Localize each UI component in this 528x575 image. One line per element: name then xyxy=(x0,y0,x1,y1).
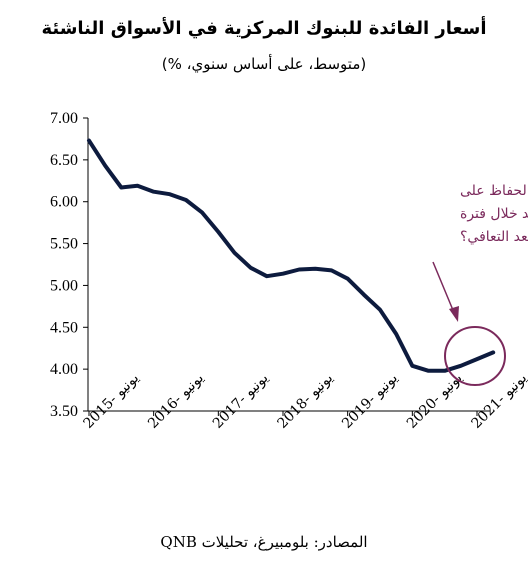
x-tick-label: يونيو -2019 xyxy=(339,370,401,432)
source-note: المصادر: بلومبيرغ، تحليلات QNB xyxy=(160,533,368,551)
y-tick-label: 6.00 xyxy=(50,194,78,211)
x-tick-label: يونيو -2021 xyxy=(469,370,528,432)
y-tick-label: 5.00 xyxy=(50,277,78,294)
annotation-line: التشديد خلال فترة xyxy=(460,206,528,222)
y-tick-label: 3.50 xyxy=(50,403,78,420)
chart-subtitle: (متوسط، على أساس سنوي، %) xyxy=(161,55,367,73)
annotation-arrow xyxy=(432,261,456,316)
y-tick-label: 7.00 xyxy=(50,110,78,127)
series-line xyxy=(87,138,496,373)
x-tick-label: يونيو -2016 xyxy=(145,370,207,432)
y-axis-ticks: 7.00 6.50 6.00 5.50 5.00 4.50 4.00 3.50 xyxy=(50,110,88,420)
annotation-text: بدء الحفاظ على التشديد خلال فترة ما بعد ال… xyxy=(460,183,528,245)
y-tick-label: 6.50 xyxy=(50,152,78,169)
x-tick-label: يونيو -2015 xyxy=(81,370,143,432)
chart-axes xyxy=(87,118,490,412)
x-tick-label: يونيو -2018 xyxy=(275,370,337,432)
annotation-line: بدء الحفاظ على xyxy=(460,183,528,199)
annotation-line: ما بعد التعافي؟ xyxy=(460,229,528,245)
y-tick-label: 4.50 xyxy=(50,319,78,336)
annotation-arrowhead xyxy=(449,306,459,322)
x-tick-label: يونيو -2017 xyxy=(210,370,272,432)
y-tick-label: 4.00 xyxy=(50,361,78,378)
y-tick-label: 5.50 xyxy=(50,236,78,253)
chart-title: أسعار الفائدة للبنوك المركزية في الأسواق… xyxy=(41,18,487,39)
highlight-circle xyxy=(444,326,506,386)
